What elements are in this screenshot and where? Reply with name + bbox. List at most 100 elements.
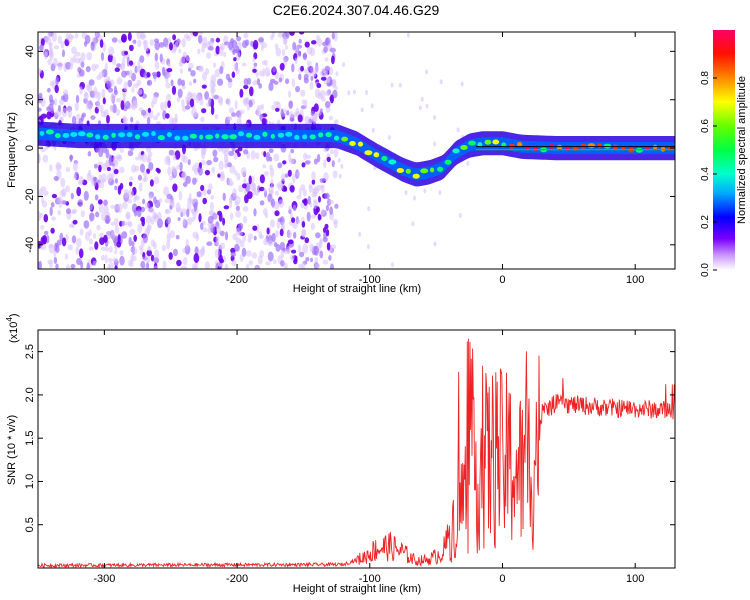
noise-speckle <box>206 241 213 246</box>
noise-speckle <box>78 69 85 77</box>
noise-speckle <box>119 250 124 256</box>
noise-speckle <box>114 204 120 211</box>
noise-speckle <box>175 202 181 212</box>
noise-speckle <box>143 40 147 51</box>
noise-speckle <box>323 46 328 53</box>
snr-marks <box>38 338 675 568</box>
noise-speckle <box>314 257 319 264</box>
noise-speckle <box>233 57 237 62</box>
noise-speckle <box>439 79 443 85</box>
noise-speckle <box>313 158 318 165</box>
noise-speckle <box>310 110 315 116</box>
noise-speckle <box>110 230 116 241</box>
noise-speckle <box>255 191 259 196</box>
noise-speckle <box>238 114 242 120</box>
noise-speckle <box>74 51 81 57</box>
noise-speckle <box>88 79 95 86</box>
y-tick-label: 40 <box>24 45 36 57</box>
noise-speckle <box>296 51 302 58</box>
noise-speckle <box>163 186 170 196</box>
noise-speckle <box>127 220 132 226</box>
noise-speckle <box>425 69 429 75</box>
noise-speckle <box>258 231 263 239</box>
noise-speckle <box>84 34 91 45</box>
noise-speckle <box>272 259 277 265</box>
noise-speckle <box>326 156 331 162</box>
noise-speckle <box>64 253 68 260</box>
noise-speckle <box>304 237 310 244</box>
noise-speckle <box>153 213 158 220</box>
noise-speckle <box>228 116 233 121</box>
noise-speckle <box>319 89 326 98</box>
noise-speckle <box>316 83 322 89</box>
noise-speckle <box>365 90 369 95</box>
noise-speckle <box>43 190 49 196</box>
colorbar: 0.0 0.2 0.4 0.6 0.8 Normalized spectral ampl… <box>700 30 748 277</box>
noise-speckle <box>273 101 280 106</box>
noise-speckle <box>39 44 44 51</box>
noise-speckle <box>53 176 59 181</box>
noise-speckle <box>40 186 47 192</box>
noise-speckle <box>242 62 247 67</box>
noise-speckle <box>201 84 207 89</box>
noise-speckle <box>255 152 260 160</box>
noise-speckle <box>48 103 54 112</box>
noise-speckle <box>114 265 118 269</box>
noise-speckle <box>196 191 202 198</box>
noise-speckle <box>284 262 288 269</box>
noise-speckle <box>182 218 187 226</box>
noise-speckle <box>303 198 308 206</box>
noise-speckle <box>172 183 178 192</box>
colorbar-gradient <box>713 30 735 270</box>
noise-speckle <box>136 209 142 218</box>
noise-speckle <box>210 106 215 116</box>
noise-speckle <box>263 238 268 246</box>
noise-speckle <box>224 231 229 241</box>
noise-speckle <box>83 220 90 229</box>
noise-speckle <box>358 231 362 237</box>
noise-speckle <box>181 99 185 108</box>
noise-speckle <box>340 163 344 169</box>
signal-ridge <box>38 121 675 187</box>
noise-speckle <box>334 203 339 209</box>
noise-speckle <box>119 62 126 71</box>
noise-speckle <box>271 32 275 38</box>
noise-speckle <box>190 198 197 203</box>
noise-speckle <box>222 192 226 201</box>
noise-speckle <box>176 259 182 267</box>
noise-speckle <box>145 255 151 264</box>
noise-speckle <box>301 99 306 105</box>
noise-speckle <box>296 195 302 200</box>
noise-speckle <box>170 79 174 87</box>
ridge-hotspot <box>318 132 324 138</box>
noise-speckle <box>302 243 308 254</box>
noise-speckle <box>51 193 58 199</box>
noise-speckle <box>195 234 199 242</box>
ridge-hotspot <box>420 168 429 174</box>
ridge-hotspot <box>215 133 220 139</box>
noise-speckle <box>266 227 270 235</box>
noise-speckle <box>292 41 297 51</box>
noise-speckle <box>317 213 322 221</box>
ridge-hotspot <box>157 135 165 141</box>
noise-speckle <box>134 165 140 172</box>
noise-speckle <box>42 234 47 245</box>
noise-speckle <box>95 211 100 218</box>
noise-speckle <box>59 232 64 242</box>
noise-speckle <box>235 45 240 54</box>
noise-speckle <box>295 85 301 93</box>
noise-speckle <box>113 168 119 175</box>
noise-speckle <box>288 206 293 212</box>
noise-speckle <box>215 235 220 246</box>
x-tick-label: 0 <box>499 274 505 286</box>
noise-speckle <box>277 217 283 223</box>
noise-speckle <box>80 61 85 68</box>
noise-speckle <box>235 210 242 218</box>
noise-speckle <box>319 108 323 115</box>
noise-speckle <box>280 260 285 267</box>
noise-speckle <box>94 32 99 37</box>
noise-speckle <box>131 203 138 213</box>
noise-speckle <box>137 88 143 95</box>
noise-speckle <box>204 91 210 100</box>
noise-speckle <box>190 70 196 77</box>
